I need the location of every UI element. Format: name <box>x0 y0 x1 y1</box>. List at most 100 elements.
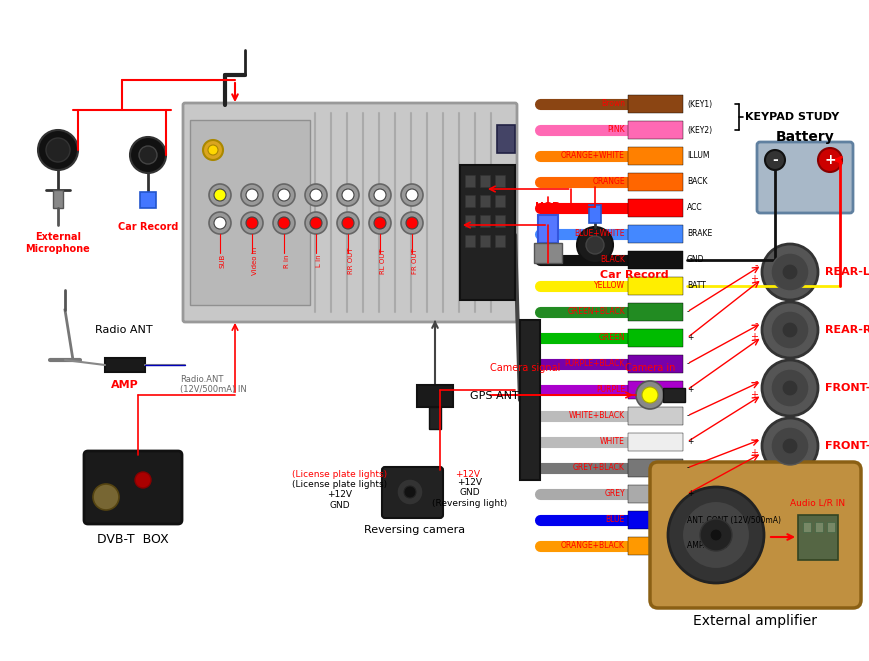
Text: L in: L in <box>315 254 322 267</box>
Circle shape <box>336 212 359 234</box>
Text: RL OUT: RL OUT <box>380 248 386 274</box>
Text: Camera signal: Camera signal <box>489 363 560 373</box>
Text: -: - <box>687 463 689 473</box>
Text: -: - <box>687 360 689 368</box>
Text: GPS ANT: GPS ANT <box>469 391 518 401</box>
Text: ORANGE+WHITE: ORANGE+WHITE <box>561 151 624 161</box>
Circle shape <box>770 369 808 407</box>
Text: (License plate lights)
+12V
GND: (License plate lights) +12V GND <box>292 480 387 510</box>
Circle shape <box>309 217 322 229</box>
Bar <box>494 195 504 207</box>
Text: ANT. CONT (12V/500mA): ANT. CONT (12V/500mA) <box>687 516 780 524</box>
Circle shape <box>374 217 386 229</box>
Bar <box>416 385 453 407</box>
Text: GND: GND <box>687 256 704 264</box>
Text: (License plate lights): (License plate lights) <box>292 470 387 479</box>
Text: REAR-R: REAR-R <box>824 325 869 335</box>
Circle shape <box>667 487 763 583</box>
Bar <box>797 515 837 560</box>
Bar <box>480 175 489 187</box>
Text: YELLOW: YELLOW <box>594 282 624 290</box>
Text: R in: R in <box>283 254 289 268</box>
Circle shape <box>770 427 808 465</box>
Bar <box>814 522 822 532</box>
Text: +: + <box>749 332 757 342</box>
Bar <box>520 320 540 480</box>
Text: Audio L/R IN: Audio L/R IN <box>790 499 845 508</box>
Text: +: + <box>749 448 757 458</box>
Bar <box>480 235 489 247</box>
Text: +: + <box>823 153 835 167</box>
Circle shape <box>139 146 156 164</box>
Circle shape <box>342 189 354 201</box>
Text: BATT: BATT <box>687 282 705 290</box>
Circle shape <box>576 227 613 263</box>
Text: FR OUT: FR OUT <box>412 248 417 274</box>
Text: GREEN+BLACK: GREEN+BLACK <box>567 307 624 317</box>
Bar <box>826 522 834 532</box>
Text: -: - <box>753 260 757 270</box>
Text: +12V: +12V <box>455 470 480 479</box>
Bar <box>494 235 504 247</box>
Text: Camera in: Camera in <box>624 363 674 373</box>
Circle shape <box>817 148 841 172</box>
Circle shape <box>761 244 817 300</box>
Text: ORANGE+BLACK: ORANGE+BLACK <box>561 541 624 551</box>
Text: +: + <box>687 490 693 498</box>
Circle shape <box>135 472 151 488</box>
Circle shape <box>129 137 166 173</box>
Text: WHITE+BLACK: WHITE+BLACK <box>568 412 624 420</box>
Circle shape <box>781 438 797 454</box>
Bar <box>627 355 682 373</box>
Bar <box>189 120 309 305</box>
Circle shape <box>336 184 359 206</box>
Circle shape <box>305 212 327 234</box>
Circle shape <box>401 184 422 206</box>
Bar <box>627 121 682 139</box>
Text: PURPLE+BLACK: PURPLE+BLACK <box>564 360 624 368</box>
Bar <box>627 537 682 555</box>
Bar <box>460 165 514 300</box>
Circle shape <box>374 189 386 201</box>
Bar <box>627 485 682 503</box>
Text: +: + <box>687 385 693 395</box>
Circle shape <box>273 212 295 234</box>
Text: Battery: Battery <box>775 130 833 144</box>
Text: BRAKE: BRAKE <box>687 229 712 239</box>
Bar <box>627 173 682 191</box>
Text: RR OUT: RR OUT <box>348 248 354 274</box>
Circle shape <box>781 380 797 396</box>
Text: ORANGE: ORANGE <box>592 178 624 186</box>
Circle shape <box>770 253 808 291</box>
Text: Video in: Video in <box>252 247 258 275</box>
Circle shape <box>209 184 231 206</box>
Bar <box>627 407 682 425</box>
Circle shape <box>93 484 119 510</box>
Text: +: + <box>749 390 757 400</box>
Bar <box>627 433 682 451</box>
Text: -: - <box>687 307 689 317</box>
Text: Brown: Brown <box>600 100 624 108</box>
FancyBboxPatch shape <box>381 467 442 518</box>
Text: GREY: GREY <box>604 490 624 498</box>
Circle shape <box>700 519 731 551</box>
Text: Radio ANT: Radio ANT <box>95 325 152 335</box>
Text: USB: USB <box>534 202 560 212</box>
Circle shape <box>246 217 258 229</box>
Text: ILLUM: ILLUM <box>687 151 709 161</box>
Circle shape <box>761 360 817 416</box>
Circle shape <box>770 311 808 349</box>
Circle shape <box>781 264 797 280</box>
Circle shape <box>368 184 390 206</box>
Text: Car Record: Car Record <box>600 270 668 280</box>
Bar <box>627 95 682 113</box>
Text: AMP: AMP <box>111 380 139 390</box>
Text: PURPLE: PURPLE <box>595 385 624 395</box>
Text: BLACK: BLACK <box>600 256 624 264</box>
Circle shape <box>368 212 390 234</box>
Bar <box>494 175 504 187</box>
Circle shape <box>278 217 289 229</box>
Circle shape <box>278 189 289 201</box>
Circle shape <box>209 212 231 234</box>
Text: -: - <box>753 376 757 386</box>
